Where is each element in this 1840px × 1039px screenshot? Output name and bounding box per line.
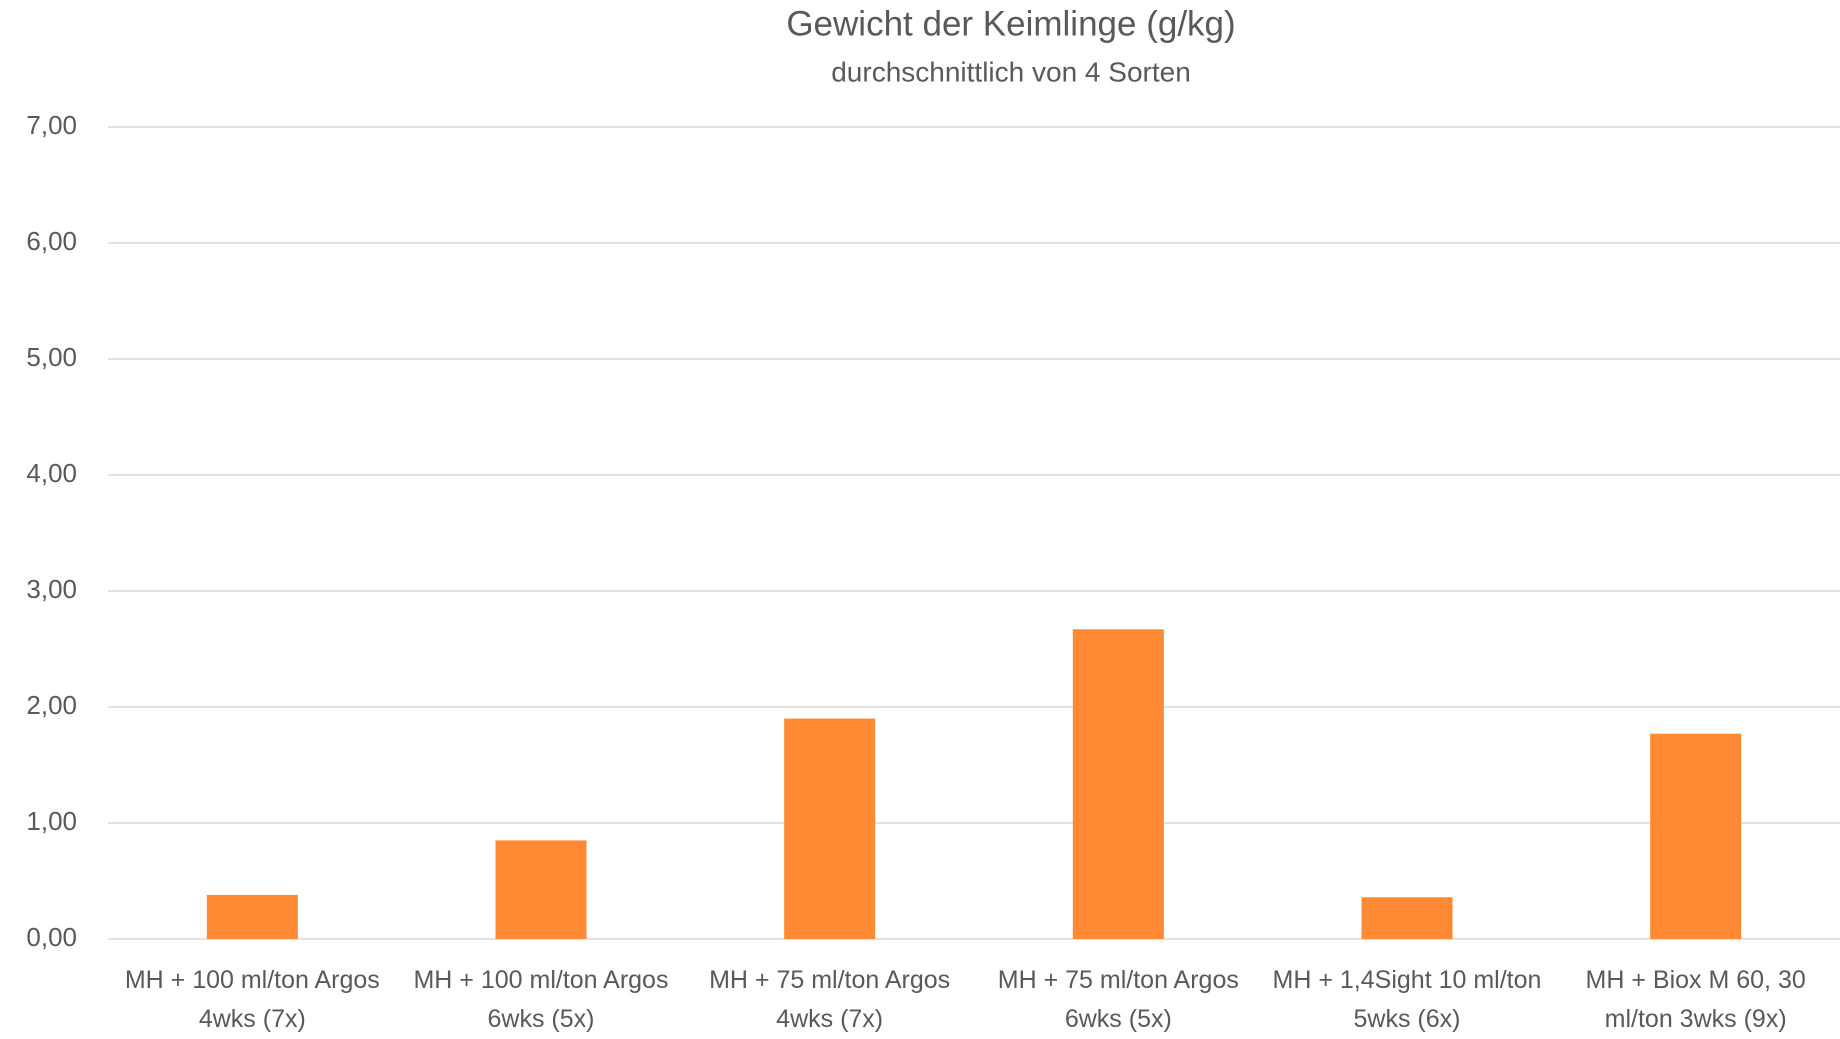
x-tick-label: MH + 100 ml/ton Argos 6wks (5x)	[413, 966, 669, 1033]
chart-subtitle: durchschnittlich von 4 Sorten	[831, 56, 1191, 87]
y-tick-label: 1,00	[26, 806, 77, 836]
x-tick-label: MH + Biox M 60, 30 ml/ton 3wks (9x)	[1585, 966, 1806, 1033]
chart-title: Gewicht der Keimlinge (g/kg)	[786, 4, 1235, 43]
bar	[1361, 897, 1453, 939]
y-tick-label: 5,00	[26, 342, 77, 372]
y-tick-label: 2,00	[26, 690, 77, 720]
x-tick-label: MH + 75 ml/ton Argos 6wks (5x)	[997, 966, 1239, 1033]
bar	[206, 894, 298, 939]
bar	[1650, 733, 1742, 939]
y-tick-label: 6,00	[26, 226, 77, 256]
x-tick-label: MH + 75 ml/ton Argos 4wks (7x)	[709, 966, 951, 1033]
y-tick-label: 4,00	[26, 458, 77, 488]
y-tick-label: 0,00	[26, 922, 77, 952]
x-tick-label: MH + 100 ml/ton Argos 4wks (7x)	[124, 966, 380, 1033]
bar	[784, 718, 876, 939]
y-tick-label: 7,00	[26, 110, 77, 140]
bar	[495, 840, 587, 939]
bar	[1072, 629, 1164, 939]
x-tick-label: MH + 1,4Sight 10 ml/ton 5wks (6x)	[1272, 966, 1542, 1033]
y-tick-label: 3,00	[26, 574, 77, 604]
